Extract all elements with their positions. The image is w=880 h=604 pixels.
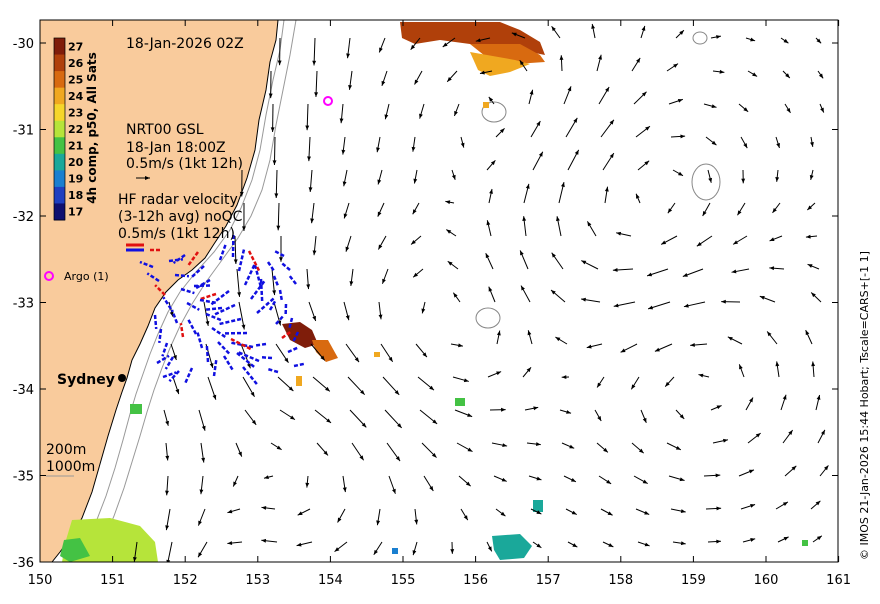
gsl-legend-line3: 0.5m/s (1kt 12h) [126,156,243,172]
x-tick-label: 159 [681,573,706,588]
y-tick-label: -34 [13,383,34,398]
hf-radar-legend-line3: 0.5m/s (1kt 12h) [118,226,235,242]
colorbar-tick-label: 21 [68,140,83,153]
y-tick-label: -33 [13,297,34,312]
colorbar-swatch [54,71,65,88]
y-tick-label: -32 [13,210,34,225]
radar-vector [207,344,208,362]
colorbar-swatch [54,187,65,204]
x-tick-label: 150 [28,573,53,588]
y-tick-label: -36 [13,556,34,571]
x-tick-label: 151 [100,573,125,588]
hf-radar-legend: HF radar velocity (3-12h avg) noQC 0.5m/… [118,192,243,250]
colorbar-label: 4h comp, p50, All Sats [85,52,99,204]
colorbar-swatch [54,170,65,187]
colorbar-swatch [54,104,65,121]
colorbar-swatch [54,88,65,105]
colorbar-swatch [54,203,65,220]
x-tick-label: 153 [245,573,270,588]
y-tick-label: -35 [13,470,34,485]
isobath-label-200m: 200m [46,442,86,458]
city-label-sydney: Sydney [57,372,115,388]
x-tick-label: 160 [754,573,779,588]
colorbar: 27 26 25 24 23 22 21 20 19 18 17 4h comp, p50, All… [54,38,99,221]
y-tick-label: -31 [13,124,34,139]
colorbar-swatch [54,137,65,154]
x-tick-label: 152 [173,573,198,588]
hf-radar-legend-line1: HF radar velocity [118,192,238,208]
colorbar-tick-label: 17 [68,206,83,219]
gsl-legend-line2: 18-Jan 18:00Z [126,140,226,156]
colorbar-tick-label: 24 [68,90,84,103]
colorbar-tick-label: 26 [68,57,84,70]
x-tick-label: 154 [318,573,343,588]
sydney-marker [118,374,126,382]
colorbar-tick-label: 18 [68,189,83,202]
colorbar-swatch [54,121,65,138]
colorbar-tick-label: 20 [68,156,84,169]
colorbar-tick-label: 25 [68,73,83,86]
colorbar-swatch [54,55,65,72]
y-tick-label: -30 [13,37,34,52]
radar-vector [194,285,212,286]
credit-text: © IMOS 21-Jan-2026 15:44 Hobart; Tscale=… [858,251,871,560]
hf-radar-legend-line2: (3-12h avg) noQC [118,209,243,225]
gsl-legend-line1: NRT00 GSL [126,122,204,138]
colorbar-swatch [54,154,65,171]
x-tick-label: 155 [391,573,416,588]
x-tick-label: 156 [463,573,488,588]
argo-legend-label: Argo (1) [64,270,109,283]
colorbar-tick-label: 22 [68,123,83,136]
colorbar-swatch [54,38,65,55]
colorbar-tick-label: 23 [68,106,83,119]
colorbar-tick-label: 27 [68,40,83,53]
colorbar-tick-label: 19 [68,173,83,186]
x-tick-label: 157 [536,573,561,588]
x-tick-label: 158 [608,573,633,588]
date-label: 18-Jan-2026 02Z [126,36,244,52]
x-tick-label: 161 [826,573,851,588]
isobath-label-1000m: 1000m [46,459,95,475]
